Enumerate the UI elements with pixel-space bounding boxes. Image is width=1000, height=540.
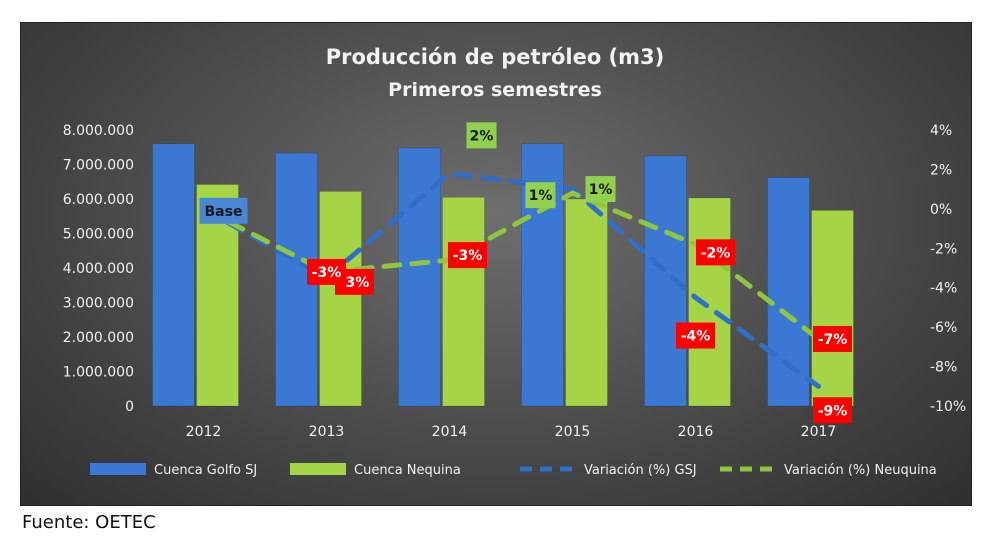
legend-entry: Variación (%) Neuquina (784, 463, 937, 478)
bar-nequina (811, 210, 854, 407)
left-tick-label: 7.000.000 (63, 158, 134, 174)
x-tick-label: 2013 (309, 424, 345, 440)
right-tick-label: -10% (930, 399, 966, 415)
bar-nequina (565, 198, 608, 407)
chart-title: Producción de petróleo (m3) (326, 45, 665, 69)
right-tick-label: 0% (930, 202, 952, 218)
right-tick-label: -6% (930, 320, 957, 336)
label-gsj-box (466, 122, 497, 149)
data-labels-group: Base-3%2%1%-4%-9%-3%-3%1%-2%-7% (199, 122, 852, 424)
bar-nequina (442, 197, 485, 407)
x-tick-label: 2012 (186, 424, 222, 440)
left-tick-label: 1.000.000 (63, 365, 134, 381)
right-tick-label: -8% (930, 360, 957, 376)
line-variacion-gsj (201, 170, 821, 389)
label-gsj-box (199, 197, 248, 224)
x-tick-label: 2015 (555, 424, 591, 440)
label-gsj-box (525, 182, 556, 209)
bar-nequina (319, 191, 362, 407)
left-tick-label: 5.000.000 (63, 227, 134, 243)
legend-entry: Variación (%) GSJ (584, 463, 697, 478)
bar-golfo-sj (152, 143, 195, 407)
x-tick-label: 2017 (801, 424, 837, 440)
chart-subtitle: Primeros semestres (388, 79, 602, 101)
label-gsj-box (676, 322, 715, 349)
label-gsj: 1% (529, 188, 553, 204)
label-gsj: -3% (340, 275, 370, 291)
label-neuquina-box (307, 258, 346, 285)
x-tick-label: 2014 (432, 424, 468, 440)
left-tick-label: 0 (125, 399, 134, 415)
left-axis: 0 1.000.000 2.000.000 3.000.000 4.000.000 5.0… (63, 123, 134, 415)
legend-swatch (290, 463, 346, 475)
label-gsj: -4% (681, 329, 711, 345)
right-tick-label: -4% (930, 281, 957, 297)
label-neuquina: 1% (589, 182, 613, 198)
label-neuquina: -3% (453, 248, 483, 264)
label-neuquina-box (696, 239, 735, 266)
bar-golfo-sj (398, 147, 441, 407)
x-axis: 2012 2013 2014 2015 2016 2017 (186, 424, 837, 440)
label-neuquina-box (448, 242, 487, 269)
left-tick-label: 6.000.000 (63, 192, 134, 208)
label-gsj: -9% (818, 403, 848, 419)
right-tick-label: 2% (930, 162, 952, 178)
label-neuquina: -3% (312, 265, 342, 281)
bar-golfo-sj (767, 177, 810, 407)
right-axis: 4% 2% 0% -2% -4% -6% -8% -10% (930, 123, 966, 415)
label-gsj: Base (205, 204, 243, 220)
left-tick-label: 2.000.000 (63, 330, 134, 346)
left-tick-label: 4.000.000 (63, 261, 134, 277)
legend: Cuenca Golfo SJ Cuenca Nequina Variación (… (90, 463, 937, 478)
legend-entry: Cuenca Golfo SJ (154, 463, 257, 478)
label-neuquina: -7% (818, 332, 848, 348)
right-tick-label: 4% (930, 123, 952, 139)
label-gsj: 2% (470, 128, 494, 144)
x-tick-label: 2016 (678, 424, 714, 440)
source-note: Fuente: OETEC (22, 512, 156, 533)
label-gsj-box (813, 397, 852, 424)
bars-group (152, 143, 854, 407)
left-tick-label: 3.000.000 (63, 296, 134, 312)
legend-swatch (90, 463, 146, 475)
label-neuquina: -2% (701, 245, 731, 261)
left-tick-label: 8.000.000 (63, 123, 134, 139)
legend-entry: Cuenca Nequina (354, 463, 461, 478)
label-neuquina-box (813, 325, 852, 352)
label-neuquina-box (585, 176, 616, 203)
right-tick-label: -2% (930, 241, 957, 257)
bar-nequina (688, 197, 731, 407)
chart-canvas: Producción de petróleo (m3) Primeros sem… (63, 45, 966, 478)
